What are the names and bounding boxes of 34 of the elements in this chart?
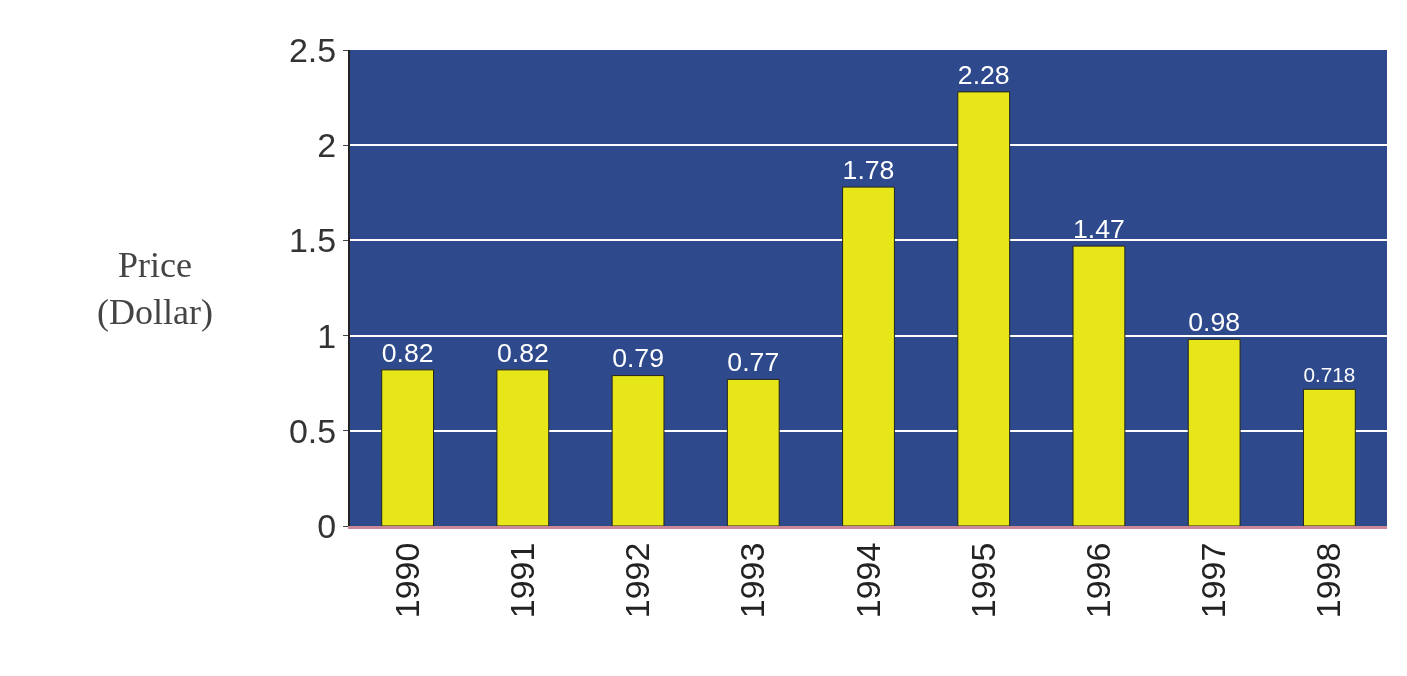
x-tick-label: 1990 bbox=[387, 542, 426, 619]
x-tick-label: 1991 bbox=[502, 542, 541, 619]
data-label: 0.718 bbox=[1303, 363, 1356, 387]
x-tick-label: 1996 bbox=[1078, 542, 1117, 619]
data-label: 2.28 bbox=[957, 59, 1010, 90]
data-label: 0.82 bbox=[381, 337, 434, 368]
data-label: 0.79 bbox=[612, 343, 664, 374]
data-label: 0.77 bbox=[727, 347, 780, 378]
bar bbox=[957, 91, 1011, 526]
data-label: 1.78 bbox=[842, 154, 895, 185]
y-tick-label: 0.5 bbox=[288, 411, 337, 450]
bar bbox=[1072, 245, 1126, 526]
y-tick-label: 0 bbox=[317, 506, 337, 545]
data-label: 1.47 bbox=[1073, 213, 1125, 244]
y-tick-label: 1.5 bbox=[288, 221, 337, 260]
bar bbox=[726, 378, 780, 526]
bar bbox=[1302, 388, 1356, 526]
bar bbox=[381, 369, 435, 526]
x-tick-label: 1997 bbox=[1194, 542, 1233, 619]
x-tick-label: 1994 bbox=[848, 542, 887, 619]
x-tick-label: 1995 bbox=[963, 542, 1002, 619]
y-tick-label: 1 bbox=[317, 316, 337, 355]
x-tick-label: 1992 bbox=[618, 542, 657, 619]
data-label: 0.82 bbox=[496, 337, 549, 368]
data-label: 0.98 bbox=[1188, 307, 1241, 338]
x-tick-label: 1993 bbox=[733, 542, 772, 619]
y-axis-title: Price (Dollar) bbox=[97, 245, 213, 332]
y-tick-label: 2.5 bbox=[288, 30, 337, 69]
bar bbox=[496, 369, 550, 526]
bar bbox=[842, 186, 895, 526]
y-tick-label: 2 bbox=[317, 126, 337, 165]
bar bbox=[611, 375, 665, 526]
x-tick-label: 1998 bbox=[1309, 542, 1348, 619]
bar bbox=[1187, 338, 1241, 526]
